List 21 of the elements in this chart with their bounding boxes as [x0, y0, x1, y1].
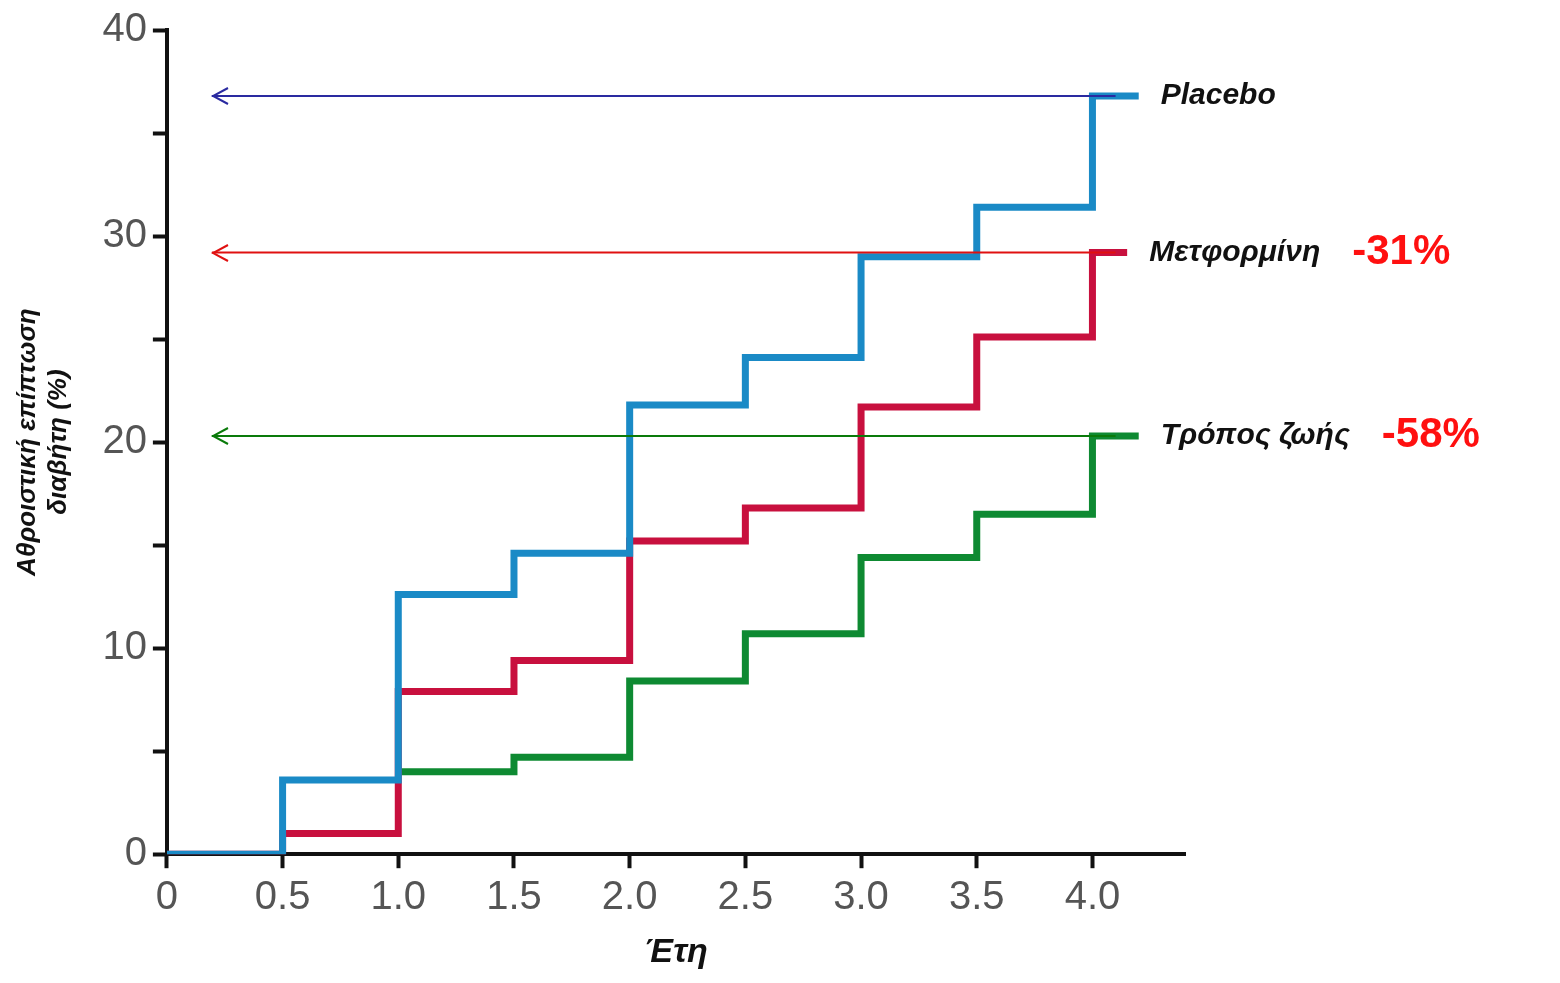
y-tick-label: 20 — [102, 417, 147, 462]
x-tick-label: 2.5 — [717, 873, 774, 918]
text: -31% — [1352, 226, 1451, 274]
text: -58% — [1381, 409, 1480, 457]
y-tick-label: 30 — [102, 211, 147, 256]
x-tick-label: 0 — [155, 873, 179, 918]
x-tick-label: 1.5 — [486, 873, 542, 918]
x-tick-label: 1.0 — [370, 873, 427, 918]
series-label: Placebo — [1160, 77, 1276, 111]
x-tick-label: 3.0 — [833, 873, 889, 918]
x-axis-title: Έτη — [644, 930, 708, 969]
y-tick-label: 0 — [124, 829, 147, 874]
x-tick-label: 3.5 — [948, 873, 1005, 918]
series-label: Τρόπος ζωής — [1160, 417, 1350, 451]
series-label: Μετφορμίνη — [1149, 233, 1321, 267]
x-tick-label: 0.5 — [254, 873, 311, 918]
y-axis-title: Αθροιστική επίπτωση διαβήτη (%) — [10, 308, 72, 577]
y-tick-label: 40 — [102, 5, 147, 50]
x-tick-label: 4.0 — [1064, 873, 1121, 918]
x-tick-label: 2.0 — [601, 873, 658, 918]
y-tick-label: 10 — [102, 623, 147, 668]
